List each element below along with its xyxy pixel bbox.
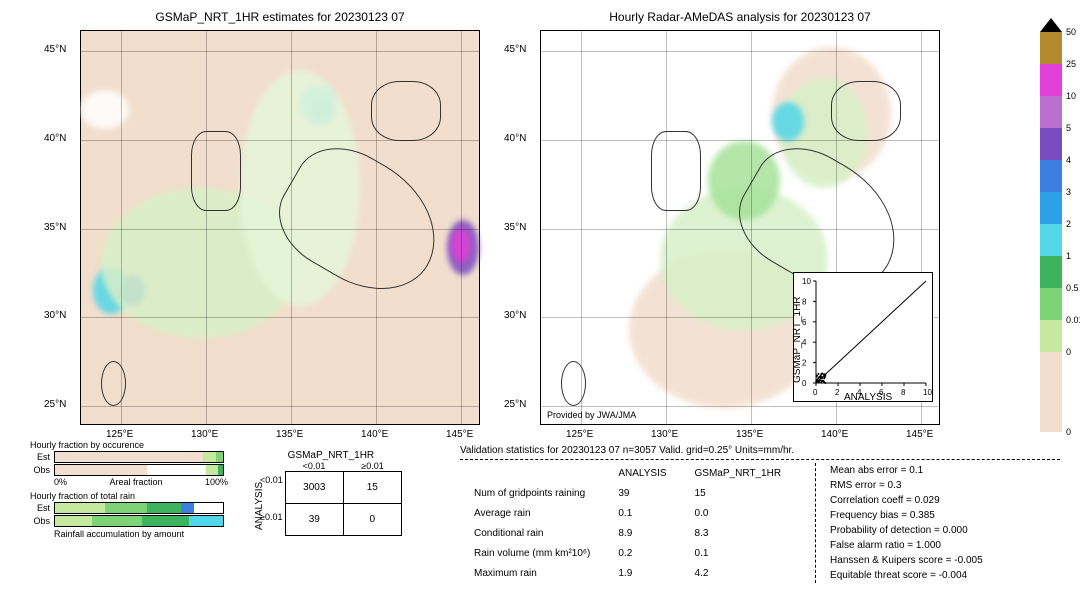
contingency-table: GSMaP_NRT_1HR ANALYSIS <0.01 ≥0.01 <0.01… [260, 450, 402, 536]
coastline-taiwan-r [561, 361, 586, 406]
occurrence-obs-bar [54, 464, 224, 476]
right-map: Provided by JWA/JMA 0246810 0246810 ANAL… [540, 30, 940, 425]
svg-text:10: 10 [923, 388, 932, 397]
occurrence-est-bar [54, 451, 224, 463]
svg-text:0: 0 [813, 388, 818, 397]
areal-label: Areal fraction [109, 477, 162, 487]
occurrence-bars: Hourly fraction by occurence Est Obs 0% … [30, 440, 228, 539]
coastline-korea [191, 131, 241, 211]
occurrence-title: Hourly fraction by occurence [30, 440, 228, 450]
contingency-cells: 300315 390 [285, 471, 402, 536]
svg-text:2: 2 [835, 388, 840, 397]
validation-title: Validation statistics for 20230123 07 n=… [460, 445, 1060, 456]
colorbar: 502510543210.50.0100 [1040, 32, 1062, 432]
est-label-2: Est [30, 503, 54, 513]
cell-0-1: 15 [343, 472, 401, 504]
vcol-0 [460, 463, 604, 483]
contingency-title: GSMaP_NRT_1HR [260, 450, 402, 461]
vcol-1: ANALYSIS [604, 463, 680, 483]
coastline-taiwan [101, 361, 126, 406]
left-map [80, 30, 480, 425]
metrics-list: Mean abs error = 0.1RMS error = 0.3Corre… [830, 463, 983, 583]
total-title: Hourly fraction of total rain [30, 491, 228, 501]
areal-left: 0% [54, 477, 67, 487]
right-map-title: Hourly Radar-AMeDAS analysis for 2023012… [540, 10, 940, 24]
obs-label: Obs [30, 465, 54, 475]
contingency-row-label: ANALYSIS [254, 482, 265, 530]
scatter-inset: 0246810 0246810 ANALYSIS GSMaP_NRT_1HR [793, 272, 933, 402]
cell-0-0: 3003 [285, 472, 343, 504]
inset-ylabel: GSMaP_NRT_1HR [792, 296, 803, 383]
col-header-0: <0.01 [285, 461, 343, 471]
validation-table: ANALYSISGSMaP_NRT_1HR Num of gridpoints … [460, 463, 795, 583]
areal-right: 100% [205, 477, 228, 487]
cell-1-0: 39 [285, 504, 343, 536]
obs-label-2: Obs [30, 516, 54, 526]
total-est-bar [54, 502, 224, 514]
accum-title: Rainfall accumulation by amount [30, 529, 228, 539]
vcol-2: GSMaP_NRT_1HR [681, 463, 796, 483]
total-obs-bar [54, 515, 224, 527]
validation-stats: Validation statistics for 20230123 07 n=… [460, 445, 1060, 583]
coastline-hokkaido-r [831, 81, 901, 141]
provided-label: Provided by JWA/JMA [547, 410, 636, 420]
inset-xlabel: ANALYSIS [844, 392, 892, 403]
col-header-1: ≥0.01 [344, 461, 402, 471]
coastline-hokkaido [371, 81, 441, 141]
svg-text:10: 10 [802, 277, 811, 286]
svg-text:8: 8 [901, 388, 906, 397]
coastline-korea-r [651, 131, 701, 211]
left-map-title: GSMaP_NRT_1HR estimates for 20230123 07 [80, 10, 480, 24]
est-label: Est [30, 452, 54, 462]
colorbar-arrow [1040, 18, 1062, 32]
scatter-plot: 0246810 0246810 [794, 273, 934, 403]
cell-1-1: 0 [343, 504, 401, 536]
